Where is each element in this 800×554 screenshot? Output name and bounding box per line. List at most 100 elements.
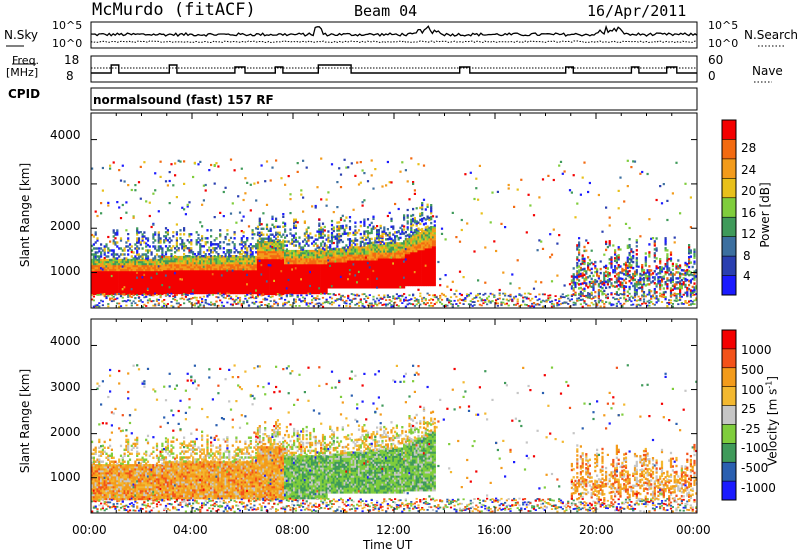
heatmap-cell xyxy=(233,269,236,273)
heatmap-cell xyxy=(316,291,319,295)
heatmap-cell xyxy=(175,273,178,277)
heatmap-cell xyxy=(213,279,216,283)
heatmap-cell xyxy=(237,302,240,305)
heatmap-cell xyxy=(154,304,157,307)
heatmap-cell xyxy=(155,282,159,286)
heatmap-cell xyxy=(244,251,247,254)
heatmap-cell xyxy=(166,303,169,305)
heatmap-cell xyxy=(136,262,139,266)
heatmap-cell xyxy=(293,240,296,243)
heatmap-cell xyxy=(91,286,94,290)
heatmap-cell xyxy=(309,263,312,267)
heatmap-cell xyxy=(139,278,142,282)
heatmap-cell xyxy=(190,271,193,275)
heatmap-cell xyxy=(195,283,198,287)
heatmap-cell xyxy=(152,294,155,297)
heatmap-cell xyxy=(285,285,288,289)
heatmap-cell xyxy=(296,249,299,253)
heatmap-cell xyxy=(318,228,321,231)
heatmap-cell xyxy=(181,283,184,287)
heatmap-cell xyxy=(293,253,296,257)
heatmap-cell xyxy=(206,269,209,273)
heatmap-cell xyxy=(278,290,281,294)
heatmap-cell xyxy=(305,265,308,269)
heatmap-cell xyxy=(302,249,305,253)
heatmap-cell xyxy=(289,304,292,306)
heatmap-cell xyxy=(164,253,168,256)
heatmap-cell xyxy=(276,250,279,254)
heatmap-cell xyxy=(287,291,290,295)
heatmap-cell xyxy=(132,270,135,274)
heatmap-cell xyxy=(150,300,153,303)
heatmap-cell xyxy=(300,265,303,269)
heatmap-cell xyxy=(197,289,200,293)
heatmap-cell xyxy=(125,282,128,286)
heatmap-cell xyxy=(246,261,249,265)
heatmap-cell xyxy=(228,273,231,277)
heatmap-cell xyxy=(258,270,261,274)
heatmap-cell xyxy=(258,217,261,220)
heatmap-cell xyxy=(285,267,288,271)
heatmap-cell xyxy=(240,255,243,259)
heatmap-cell xyxy=(291,283,294,287)
heatmap-cell xyxy=(282,258,285,262)
heatmap-cell xyxy=(316,230,319,233)
heatmap-cell xyxy=(150,251,153,254)
heatmap-cell xyxy=(267,266,270,270)
heatmap-cell xyxy=(177,279,180,283)
heatmap-cell xyxy=(258,285,261,289)
heatmap-cell xyxy=(287,275,290,279)
heatmap-cell xyxy=(201,237,204,240)
heatmap-cell xyxy=(300,283,303,287)
heatmap-cell xyxy=(174,174,177,177)
heatmap-cell xyxy=(222,263,225,267)
heatmap-cell xyxy=(183,233,186,236)
heatmap-cell xyxy=(193,281,196,285)
heatmap-cell xyxy=(282,264,285,268)
heatmap-cell xyxy=(195,281,198,285)
heatmap-cell xyxy=(278,239,281,242)
heatmap-cell xyxy=(121,258,124,262)
heatmap-cell xyxy=(291,275,294,279)
heatmap-cell xyxy=(110,300,113,303)
heatmap-cell xyxy=(100,299,103,302)
heatmap-cell xyxy=(125,278,128,282)
heatmap-cell xyxy=(92,262,95,266)
heatmap-cell xyxy=(137,257,141,260)
heatmap-cell xyxy=(134,255,137,258)
heatmap-cell xyxy=(181,257,184,261)
heatmap-cell xyxy=(181,241,184,244)
heatmap-cell xyxy=(201,259,204,263)
heatmap-cell xyxy=(217,289,220,293)
heatmap-cell xyxy=(222,265,225,269)
heatmap-cell xyxy=(228,249,231,252)
heatmap-cell xyxy=(210,291,213,295)
heatmap-cell xyxy=(139,231,142,234)
heatmap-cell xyxy=(307,271,310,275)
heatmap-cell xyxy=(282,252,285,256)
heatmap-cell xyxy=(298,298,301,301)
heatmap-cell xyxy=(105,295,108,298)
heatmap-cell xyxy=(264,256,267,260)
heatmap-cell xyxy=(100,212,103,215)
heatmap-cell xyxy=(276,280,279,284)
heatmap-cell xyxy=(181,206,184,209)
heatmap-cell xyxy=(101,282,104,286)
heatmap-cell xyxy=(172,291,175,295)
heatmap-cell xyxy=(246,247,249,250)
heatmap-cell xyxy=(146,270,150,274)
heatmap-cell xyxy=(177,305,180,308)
heatmap-cell xyxy=(190,302,193,305)
heatmap-cell xyxy=(226,285,229,289)
heatmap-cell xyxy=(192,267,195,271)
heatmap-cell xyxy=(314,279,317,283)
heatmap-cell xyxy=(303,255,306,259)
heatmap-cell xyxy=(92,260,95,264)
heatmap-cell xyxy=(190,243,193,246)
heatmap-cell xyxy=(280,260,283,264)
heatmap-cell xyxy=(202,184,205,187)
heatmap-cell xyxy=(152,257,155,260)
heatmap-cell xyxy=(366,226,370,229)
heatmap-cell xyxy=(146,272,150,276)
heatmap-cell xyxy=(105,284,108,288)
